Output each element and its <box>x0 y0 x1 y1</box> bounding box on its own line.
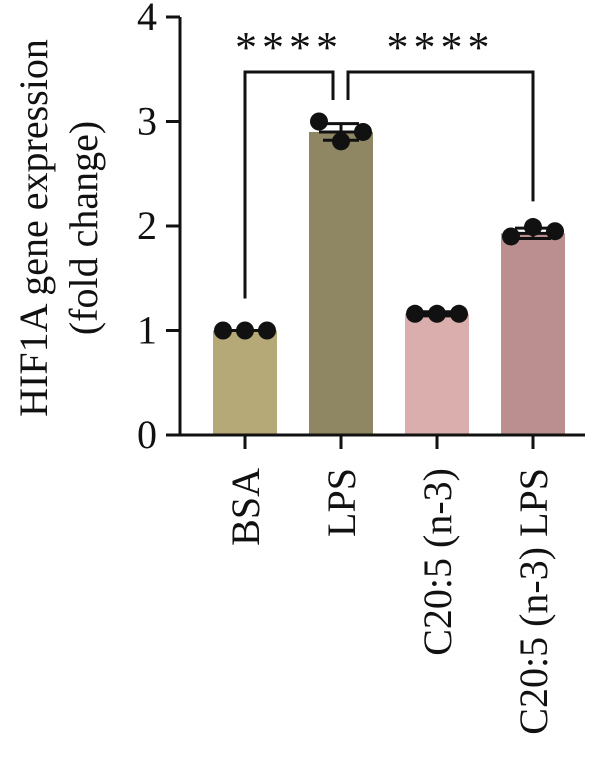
data-point-3-2 <box>546 222 564 241</box>
y-tick-label-4: 4 <box>137 0 157 39</box>
data-point-2-0 <box>406 304 424 323</box>
data-point-1-2 <box>354 122 372 141</box>
bar-1 <box>309 131 373 435</box>
bar-0 <box>213 330 277 435</box>
significance-bracket-0 <box>243 70 335 299</box>
x-tick-label-1: LPS <box>319 468 364 537</box>
significance-label-0: **** <box>235 23 343 72</box>
data-point-1-0 <box>310 112 328 131</box>
data-points-layer <box>214 112 564 340</box>
y-tick-label-2: 2 <box>137 203 157 248</box>
y-tick-label-0: 0 <box>137 412 157 457</box>
y-axis-label-line-2: (fold change) <box>61 121 106 335</box>
data-point-3-1 <box>524 218 542 237</box>
data-point-2-1 <box>428 304 446 323</box>
data-point-0-0 <box>214 321 232 340</box>
data-point-3-0 <box>502 227 520 246</box>
bar-3 <box>501 233 565 435</box>
significance-bracket-1 <box>346 70 535 202</box>
data-point-2-2 <box>450 304 468 323</box>
y-tick-label-1: 1 <box>137 308 157 353</box>
significance-layer: **** **** <box>235 23 535 299</box>
bars-layer <box>213 131 565 435</box>
y-axis-label-line-1: HIF1A gene expression <box>11 39 56 417</box>
data-point-0-2 <box>258 321 276 340</box>
significance-label-1: **** <box>387 23 495 72</box>
x-tick-label-2: C20:5 (n-3) <box>415 468 460 656</box>
bar-2 <box>405 313 469 435</box>
x-tick-label-3: C20:5 (n-3) LPS <box>511 468 556 735</box>
y-tick-label-3: 3 <box>137 99 157 144</box>
axes-layer: 0 1 2 3 4 BSA LPS C20:5 (n-3) C20:5 (n-3) LPS <box>137 0 585 735</box>
x-tick-label-0: BSA <box>223 468 268 546</box>
data-point-1-1 <box>332 132 350 151</box>
data-point-0-1 <box>236 321 254 340</box>
